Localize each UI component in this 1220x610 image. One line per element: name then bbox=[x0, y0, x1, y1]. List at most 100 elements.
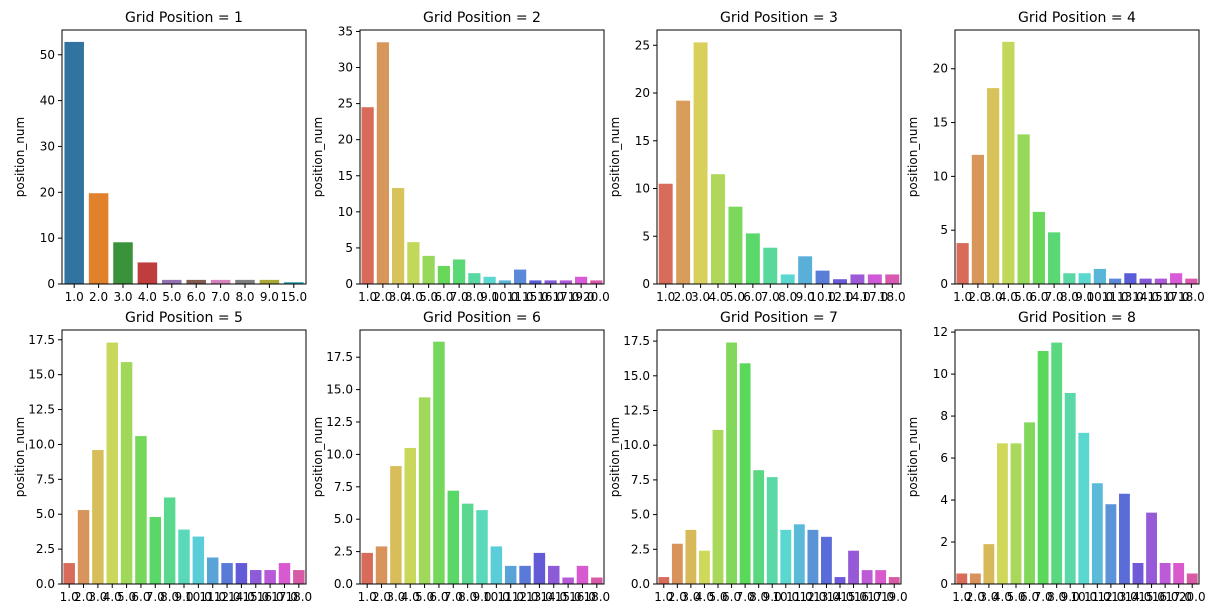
y-tick-label: 2 bbox=[940, 535, 948, 549]
x-tick-label: 14.0 bbox=[1125, 590, 1152, 604]
bar bbox=[1078, 273, 1091, 284]
x-tick-label: 10.0 bbox=[483, 590, 510, 604]
bar bbox=[1186, 573, 1198, 584]
bar bbox=[137, 262, 158, 284]
y-tick-label: 10 bbox=[635, 182, 650, 196]
bar bbox=[712, 429, 724, 584]
bar bbox=[149, 517, 162, 584]
y-axis-label: position_num bbox=[608, 417, 622, 497]
axes-frame bbox=[656, 329, 902, 585]
bar bbox=[834, 577, 846, 584]
x-tick-label: 20.0 bbox=[1179, 590, 1206, 604]
panel-title: Grid Position = 7 bbox=[720, 310, 838, 326]
bar bbox=[821, 536, 832, 584]
x-tick-label: 13.0 bbox=[526, 590, 553, 604]
x-tick-label: 11.0 bbox=[507, 290, 534, 304]
bar bbox=[1159, 563, 1171, 584]
x-tick-label: 14.0 bbox=[540, 590, 567, 604]
x-tick-label: 4.0 bbox=[103, 590, 122, 604]
y-tick-label: 15.0 bbox=[326, 383, 353, 397]
x-tick-label: 19.0 bbox=[568, 290, 595, 304]
y-tick-label: 7.5 bbox=[631, 473, 650, 487]
x-tick-label: 3.0 bbox=[681, 590, 700, 604]
x-tick-label: 11.0 bbox=[497, 590, 524, 604]
y-tick-label: 12.5 bbox=[28, 403, 55, 417]
bar bbox=[447, 490, 460, 584]
y-tick-label: 15.0 bbox=[28, 368, 55, 382]
x-tick-label: 15.0 bbox=[840, 590, 867, 604]
bar bbox=[1185, 278, 1198, 284]
x-tick-label: 3.0 bbox=[88, 590, 107, 604]
y-tick-label: 0 bbox=[345, 277, 353, 291]
y-tick-label: 25 bbox=[338, 97, 353, 111]
y-axis-label: position_num bbox=[608, 117, 622, 197]
x-tick-label: 16.0 bbox=[1152, 590, 1179, 604]
bar bbox=[92, 450, 104, 584]
x-tick-label: 5.0 bbox=[726, 290, 745, 304]
y-tick-label: 20 bbox=[933, 62, 948, 76]
y-tick-label: 0.0 bbox=[334, 577, 353, 591]
bar bbox=[392, 188, 405, 284]
x-tick-label: 12.0 bbox=[800, 590, 827, 604]
x-tick-label: 17.0 bbox=[867, 590, 894, 604]
x-tick-label: 1.0 bbox=[65, 290, 84, 304]
panel-title: Grid Position = 6 bbox=[423, 310, 541, 326]
bar bbox=[699, 550, 710, 584]
bar bbox=[848, 550, 859, 584]
y-tick-label: 20 bbox=[338, 133, 353, 147]
y-tick-label: 0 bbox=[940, 577, 948, 591]
y-tick-label: 15 bbox=[933, 116, 948, 130]
bar bbox=[250, 570, 262, 584]
x-tick-label: 4.0 bbox=[404, 290, 423, 304]
x-tick-label: 8.0 bbox=[458, 590, 477, 604]
bar bbox=[284, 282, 304, 284]
bar bbox=[850, 274, 865, 284]
bar bbox=[576, 565, 589, 584]
x-tick-label: 15.0 bbox=[242, 590, 269, 604]
x-tick-label: 14.0 bbox=[228, 590, 255, 604]
x-tick-label: 2.0 bbox=[74, 590, 93, 604]
x-tick-label: 12.0 bbox=[214, 590, 241, 604]
y-tick-label: 15 bbox=[338, 169, 353, 183]
x-tick-label: 6.0 bbox=[187, 290, 206, 304]
bar bbox=[418, 397, 431, 584]
bar bbox=[135, 436, 147, 584]
y-tick-label: 20 bbox=[40, 185, 55, 199]
bar bbox=[1091, 483, 1103, 584]
x-tick-label: 1.0 bbox=[654, 590, 673, 604]
y-tick-label: 10.0 bbox=[28, 437, 55, 451]
y-tick-label: 20 bbox=[635, 86, 650, 100]
bar bbox=[956, 573, 968, 584]
axes-frame bbox=[61, 329, 307, 585]
bar bbox=[437, 265, 450, 284]
axes-frame bbox=[359, 329, 605, 585]
x-tick-label: 17.0 bbox=[271, 590, 298, 604]
x-tick-label: 4.0 bbox=[999, 290, 1018, 304]
bar bbox=[390, 466, 402, 584]
y-tick-label: 10 bbox=[40, 231, 55, 245]
bar bbox=[1032, 211, 1045, 284]
x-tick-label: 6.0 bbox=[1020, 590, 1039, 604]
y-axis-label: position_num bbox=[906, 417, 920, 497]
bar bbox=[88, 193, 109, 284]
x-tick-label: 10.0 bbox=[1087, 290, 1114, 304]
bar bbox=[1093, 268, 1106, 284]
bar bbox=[533, 552, 546, 584]
bar bbox=[997, 443, 1008, 584]
y-tick-label: 30 bbox=[338, 61, 353, 75]
x-tick-label: 10.0 bbox=[185, 590, 212, 604]
bar bbox=[711, 174, 725, 284]
bar bbox=[753, 470, 765, 584]
bar bbox=[120, 362, 133, 584]
x-tick-label: 4.0 bbox=[138, 290, 157, 304]
bar bbox=[1037, 350, 1049, 584]
x-tick-label: 10.0 bbox=[492, 290, 519, 304]
y-tick-label: 5.0 bbox=[36, 507, 55, 521]
x-tick-label: 13.0 bbox=[1111, 590, 1138, 604]
bar bbox=[562, 577, 574, 584]
x-tick-label: 16.0 bbox=[537, 290, 564, 304]
bar bbox=[798, 256, 813, 284]
panel-title: Grid Position = 3 bbox=[720, 10, 838, 26]
y-tick-label: 30 bbox=[40, 139, 55, 153]
